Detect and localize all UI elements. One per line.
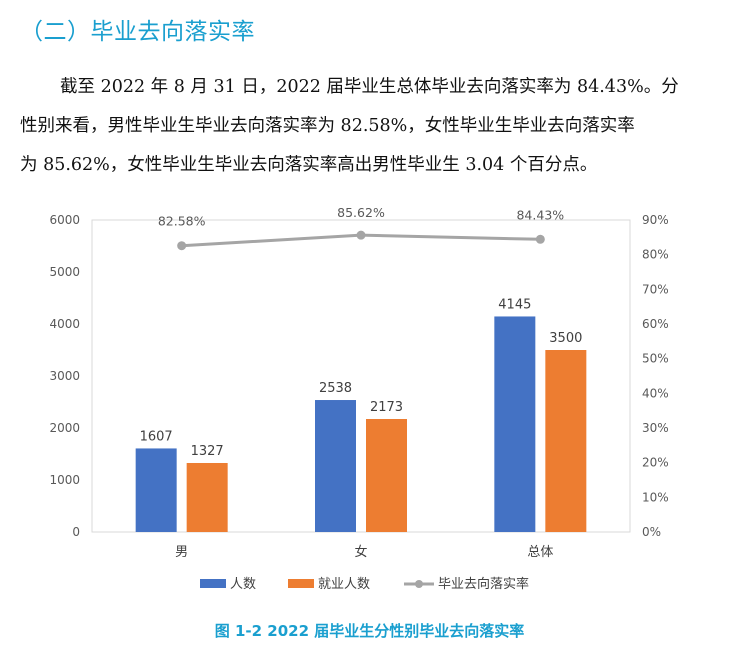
paragraph-line-1: 截至 2022 年 8 月 31 日，2022 届毕业生总体毕业去向落实率为 8… — [60, 77, 679, 97]
bar-value-label: 1607 — [140, 429, 173, 444]
bar-headcount — [494, 316, 536, 532]
left-axis-tick-label: 3000 — [49, 369, 80, 383]
left-axis-tick-label: 0 — [72, 525, 80, 539]
right-axis-tick-label: 50% — [642, 352, 669, 366]
right-axis-tick-label: 70% — [642, 282, 669, 296]
bar-employed — [186, 462, 228, 532]
right-axis-tick-label: 20% — [642, 456, 669, 470]
bar-value-label: 4145 — [498, 297, 531, 312]
legend-label: 就业人数 — [318, 577, 370, 592]
left-axis-tick-label: 5000 — [49, 265, 80, 279]
paragraph-line-2: 性别来看，男性毕业生毕业去向落实率为 82.58%，女性毕业生毕业去向落实率 — [20, 116, 635, 136]
left-axis-tick-label: 4000 — [49, 317, 80, 331]
left-axis-tick-label: 1000 — [49, 473, 80, 487]
rate-value-label: 82.58% — [158, 214, 206, 229]
plot-frame — [91, 219, 631, 533]
legend-label: 人数 — [230, 577, 256, 592]
rate-value-label: 84.43% — [516, 207, 564, 222]
bar-value-label: 2173 — [370, 400, 403, 415]
bar-value-label: 3500 — [549, 331, 582, 346]
right-axis-tick-label: 10% — [642, 490, 669, 504]
rate-point — [177, 241, 187, 251]
right-axis-tick-label: 30% — [642, 421, 669, 435]
x-axis-category-label: 男 — [175, 545, 188, 560]
legend-label: 毕业去向落实率 — [438, 576, 529, 592]
rate-point — [356, 230, 366, 240]
bar-value-label: 2538 — [319, 381, 352, 396]
rate-value-label: 85.62% — [337, 205, 385, 220]
rate-point — [535, 234, 545, 244]
bar-employed — [545, 350, 587, 532]
right-axis-tick-label: 40% — [642, 386, 669, 400]
right-axis-tick-label: 90% — [642, 213, 669, 227]
summary-paragraph: 截至 2022 年 8 月 31 日，2022 届毕业生总体毕业去向落实率为 8… — [20, 68, 720, 185]
bar-headcount — [315, 400, 356, 532]
x-axis-category-label: 女 — [354, 544, 367, 560]
x-axis-category-label: 总体 — [527, 545, 553, 560]
bar-employed — [366, 419, 407, 532]
legend-marker — [415, 580, 423, 588]
right-axis-tick-label: 0% — [642, 525, 661, 539]
figure-caption: 图 1-2 2022 届毕业生分性别毕业去向落实率 — [214, 622, 525, 640]
right-axis-tick-label: 60% — [642, 317, 669, 331]
bar-value-label: 1327 — [191, 444, 224, 459]
legend-swatch — [200, 579, 226, 588]
legend-swatch — [288, 579, 314, 588]
left-axis-tick-label: 2000 — [49, 421, 80, 435]
section-heading: （二）毕业去向落实率 — [20, 19, 255, 45]
paragraph-line-3: 为 85.62%，女性毕业生毕业去向落实率高出男性毕业生 3.04 个百分点。 — [20, 155, 598, 175]
right-axis-tick-label: 80% — [642, 248, 669, 262]
left-axis-tick-label: 6000 — [49, 213, 80, 227]
bar-headcount — [135, 448, 177, 532]
